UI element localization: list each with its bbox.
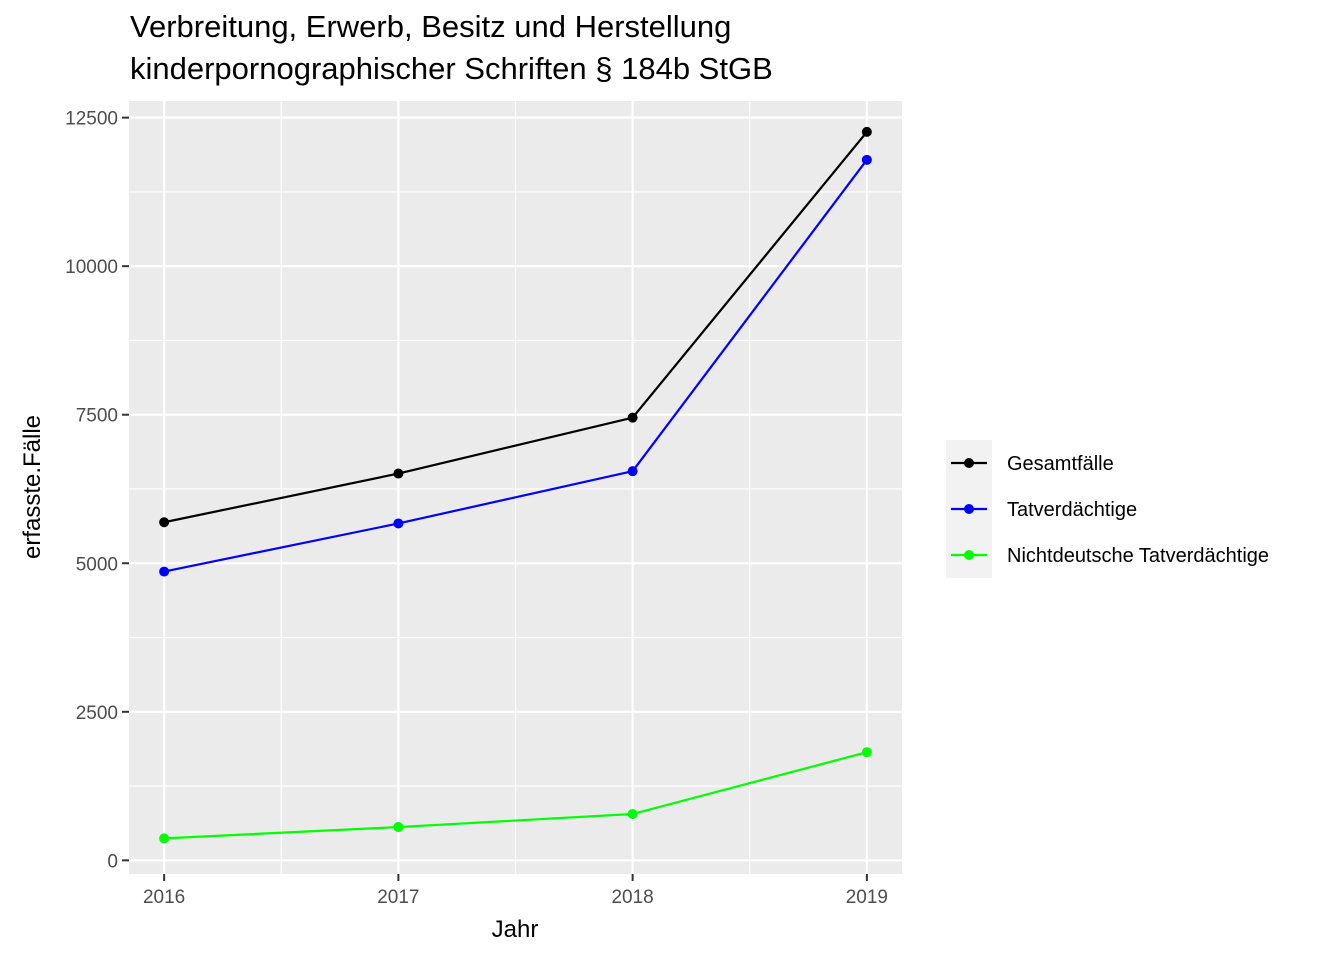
x-tick-label: 2016: [143, 887, 185, 908]
series-line: [164, 751, 868, 840]
y-tick-label: 5000: [76, 554, 118, 575]
legend-key-point: [964, 550, 974, 560]
chart-title-line-2: kinderpornographischer Schriften § 184b …: [130, 51, 773, 86]
y-tick-label: 12500: [65, 109, 118, 130]
data-point: [393, 822, 404, 833]
legend: Gesamtfälle Tatverdächtige Nichtdeutsche T…: [951, 453, 1269, 567]
y-tick-label: 7500: [76, 406, 118, 427]
series-line: [163, 159, 868, 573]
y-axis: 0 2500 5000 7500 10000 12500: [65, 109, 129, 872]
legend-label: Nichtdeutsche Tatverdächtige: [1007, 545, 1269, 567]
data-point: [159, 566, 170, 577]
legend-key-point: [964, 504, 974, 514]
series-line: [163, 131, 868, 524]
x-tick-label: 2017: [377, 887, 419, 908]
legend-label: Gesamtfälle: [1007, 453, 1114, 475]
x-tick-label: 2018: [611, 887, 653, 908]
legend-label: Tatverdächtige: [1007, 499, 1137, 521]
y-tick-label: 2500: [76, 703, 118, 724]
minor-grid: [129, 101, 902, 874]
chart-title-line-1: Verbreitung, Erwerb, Besitz und Herstell…: [130, 9, 731, 44]
data-point: [627, 412, 638, 423]
major-grid: [129, 101, 902, 874]
data-point: [861, 747, 872, 758]
series-layer: [159, 126, 872, 844]
x-axis-title: Jahr: [492, 916, 539, 943]
data-point: [159, 517, 170, 528]
x-axis: 2016 2017 2018 2019: [143, 874, 888, 908]
legend-key-point: [964, 458, 974, 468]
data-point: [861, 126, 872, 137]
y-axis-title: erfasste.Fälle: [19, 415, 46, 559]
data-point: [861, 154, 872, 165]
y-tick-label: 0: [107, 851, 118, 872]
data-point: [627, 808, 638, 819]
x-tick-label: 2019: [846, 887, 888, 908]
data-point: [627, 466, 638, 477]
data-point: [159, 833, 170, 844]
data-point: [393, 468, 404, 479]
y-tick-label: 10000: [65, 257, 118, 278]
data-point: [393, 518, 404, 529]
